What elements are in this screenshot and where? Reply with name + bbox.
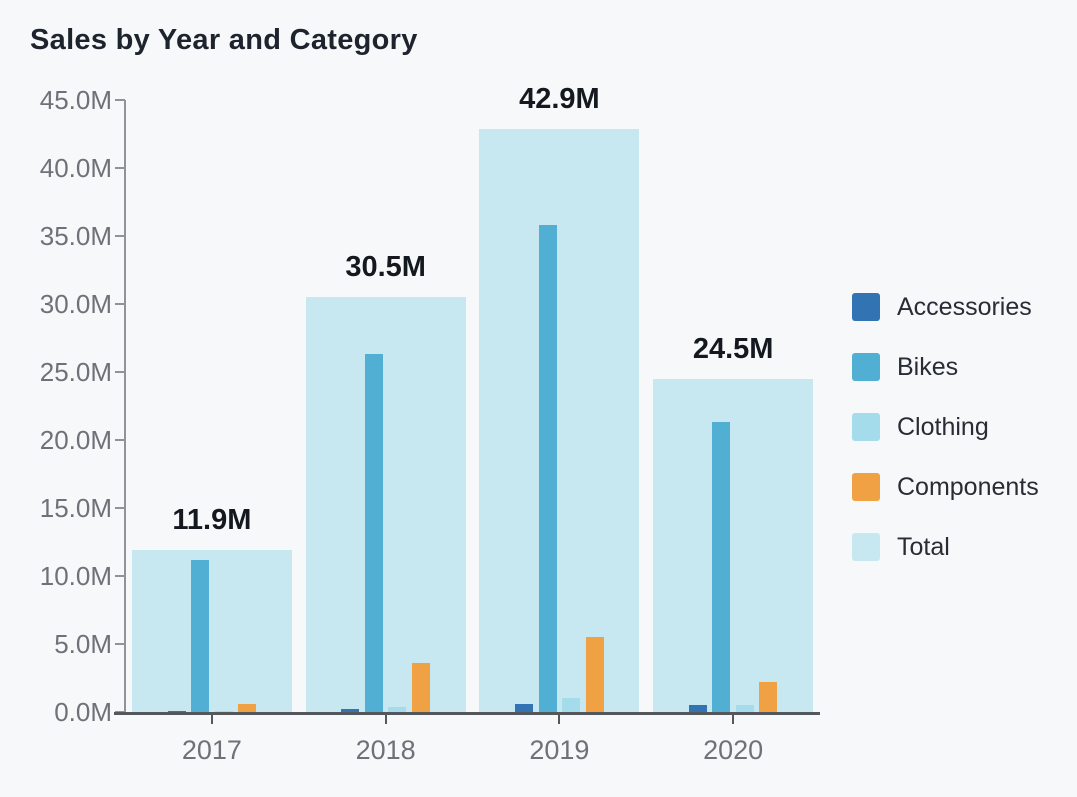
y-axis-tick [115,99,125,101]
total-value-label: 30.5M [345,251,426,284]
x-axis-tick [384,715,387,724]
y-axis-tick-label: 35.0M [39,221,112,251]
chart-title: Sales by Year and Category [30,24,418,56]
accessories-bar[interactable] [688,705,707,712]
legend-item-components[interactable]: Components [852,473,1039,501]
legend-swatch-accessories [852,293,880,321]
y-axis-tick [115,575,125,577]
components-bar[interactable] [411,663,430,712]
x-axis-tick [558,715,561,724]
legend-label: Accessories [897,292,1032,321]
accessories-bar[interactable] [341,709,360,712]
bikes-bar[interactable] [364,354,383,712]
legend-label: Clothing [897,412,989,441]
y-axis-tick-label: 5.0M [54,629,112,659]
clothing-bar[interactable] [388,706,407,712]
legend-label: Components [897,472,1039,501]
legend-item-bikes[interactable]: Bikes [852,353,1039,381]
y-axis-tick [115,167,125,169]
y-axis-line [124,100,126,712]
components-bar[interactable] [585,637,604,712]
y-axis-tick-label: 25.0M [39,357,112,387]
y-axis-tick-label: 40.0M [39,153,112,183]
clothing-bar[interactable] [735,705,754,712]
legend-label: Total [897,532,950,561]
y-axis-tick [115,303,125,305]
total-bar[interactable] [131,550,292,712]
total-bar[interactable] [305,297,466,712]
clothing-bar[interactable] [562,698,581,712]
total-value-label: 11.9M [172,504,252,537]
x-axis-tick [210,715,213,724]
x-axis-line [114,712,820,715]
total-bar[interactable] [479,128,640,712]
y-axis-tick-label: 15.0M [39,493,112,523]
x-axis-tick-label: 2017 [181,735,242,765]
y-axis-tick-label: 0.0M [54,697,112,727]
x-axis-tick [732,715,735,724]
y-axis-tick-label: 45.0M [39,85,112,115]
components-bar[interactable] [238,703,257,712]
total-value-label: 42.9M [519,82,600,115]
legend: Accessories Bikes Clothing Components Total [852,293,1039,593]
accessories-bar[interactable] [167,710,186,712]
x-axis-tick-label: 2018 [355,735,416,765]
total-bar[interactable] [653,378,814,712]
accessories-bar[interactable] [515,703,534,712]
x-axis-tick-label: 2020 [703,735,764,765]
components-bar[interactable] [759,682,778,712]
legend-swatch-bikes [852,353,880,381]
legend-item-total[interactable]: Total [852,533,1039,561]
legend-swatch-clothing [852,413,880,441]
y-axis-tick [115,643,125,645]
legend-swatch-total [852,533,880,561]
y-axis-tick [115,235,125,237]
y-axis-tick-label: 30.0M [39,289,112,319]
y-axis-tick [115,371,125,373]
legend-item-clothing[interactable]: Clothing [852,413,1039,441]
bikes-bar[interactable] [538,225,557,712]
legend-item-accessories[interactable]: Accessories [852,293,1039,321]
legend-label: Bikes [897,352,959,381]
y-axis-tick-label: 20.0M [39,425,112,455]
y-axis-tick [115,507,125,509]
legend-swatch-components [852,473,880,501]
bikes-bar[interactable] [712,422,731,712]
y-axis-tick [115,439,125,441]
y-axis-tick-label: 10.0M [39,561,112,591]
bikes-bar[interactable] [191,559,210,712]
total-value-label: 24.5M [692,332,774,365]
x-axis-tick-label: 2019 [529,735,590,765]
clothing-bar[interactable] [214,711,233,712]
